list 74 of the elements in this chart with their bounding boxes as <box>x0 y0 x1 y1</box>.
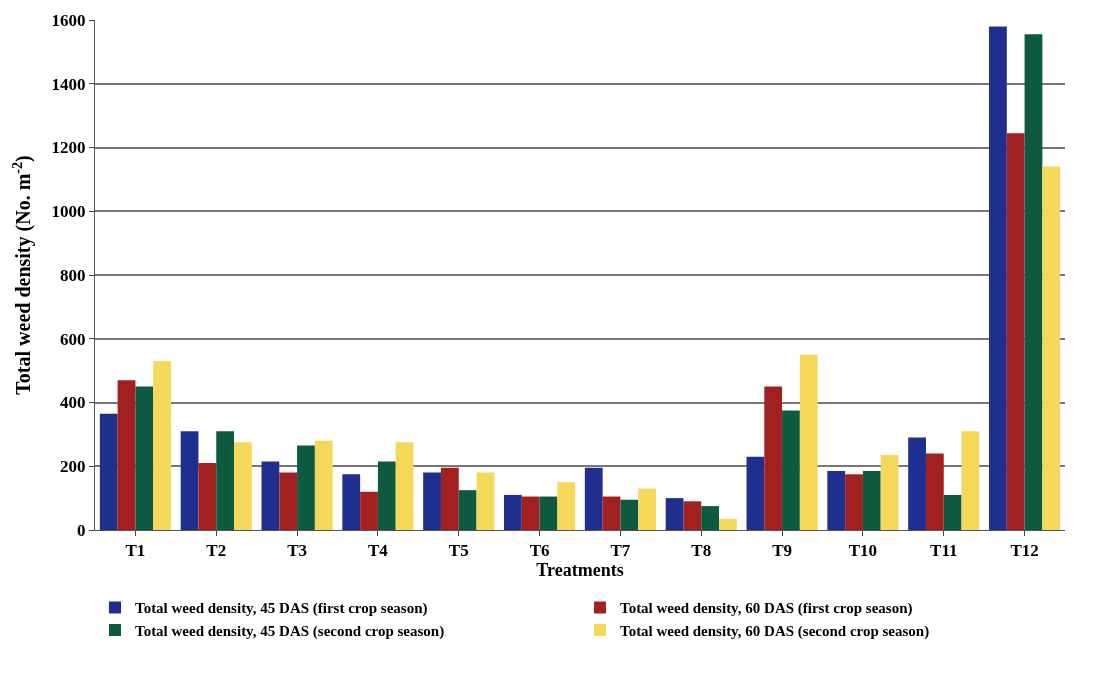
legend-label: Total weed density, 45 DAS (first crop season) <box>135 600 428 618</box>
bar <box>99 413 118 530</box>
bar <box>557 482 576 530</box>
bar <box>117 380 136 530</box>
bar <box>1024 34 1043 530</box>
legend-label: Total weed density, 60 DAS (second crop season) <box>620 622 930 640</box>
x-tick-label: T6 <box>529 541 550 561</box>
bar <box>908 437 926 530</box>
bar <box>198 463 217 530</box>
bar <box>216 431 235 530</box>
bar <box>827 471 846 530</box>
y-tick-label: 1400 <box>51 74 86 94</box>
x-tick-label: T12 <box>1010 541 1039 561</box>
x-tick-label: T5 <box>448 541 469 561</box>
bar <box>153 361 171 530</box>
bar <box>1006 133 1025 530</box>
bar <box>845 474 863 530</box>
y-tick-label: 0 <box>77 520 86 540</box>
bar <box>135 386 154 530</box>
bar <box>539 496 558 530</box>
bar <box>862 471 881 530</box>
bar <box>925 453 944 530</box>
y-tick-label: 1200 <box>51 138 86 158</box>
y-tick-label: 400 <box>60 393 86 413</box>
x-tick-label: T9 <box>772 541 792 561</box>
bar <box>719 518 737 530</box>
legend-label: Total weed density, 60 DAS (first crop season) <box>620 600 913 618</box>
bar <box>314 440 333 530</box>
bar <box>423 472 441 530</box>
x-tick-label: T2 <box>206 541 227 561</box>
x-tick-label: T11 <box>930 541 958 561</box>
bar <box>342 474 361 530</box>
bar <box>782 410 800 530</box>
x-axis-title: Treatments <box>536 560 624 581</box>
bar <box>180 431 199 530</box>
x-tick-label: T8 <box>691 541 712 561</box>
bar <box>746 456 765 530</box>
bar <box>602 496 621 530</box>
bar <box>701 506 720 530</box>
y-tick-label: 800 <box>60 265 86 285</box>
bar <box>261 461 280 530</box>
x-tick-label: T10 <box>848 541 878 561</box>
bar <box>440 467 459 530</box>
bar <box>764 386 783 530</box>
y-tick-label: 1000 <box>51 202 86 222</box>
bar <box>297 445 315 530</box>
bar <box>234 442 252 530</box>
bar <box>683 501 702 530</box>
bar <box>360 491 378 530</box>
bar <box>880 455 899 530</box>
bar <box>665 498 684 530</box>
x-tick-label: T4 <box>368 541 389 561</box>
x-tick-label: T3 <box>287 541 307 561</box>
legend-label: Total weed density, 45 DAS (second crop season) <box>135 622 445 640</box>
y-tick-label: 200 <box>60 457 86 477</box>
bar <box>279 472 298 530</box>
bar <box>620 499 639 530</box>
y-tick-label: 1600 <box>51 10 86 30</box>
bar <box>521 496 540 530</box>
x-tick-label: T7 <box>610 541 631 561</box>
bar <box>504 494 522 530</box>
bar <box>799 354 818 530</box>
bar <box>377 461 396 530</box>
x-tick-label: T1 <box>125 541 146 561</box>
bar <box>458 490 477 530</box>
bar <box>395 442 414 530</box>
bar <box>1042 166 1061 530</box>
bar <box>961 431 980 530</box>
y-tick-label: 600 <box>60 329 86 349</box>
bar <box>584 467 603 530</box>
bar <box>638 488 656 530</box>
bar <box>989 26 1007 530</box>
bar <box>476 472 495 530</box>
bar <box>943 494 962 530</box>
